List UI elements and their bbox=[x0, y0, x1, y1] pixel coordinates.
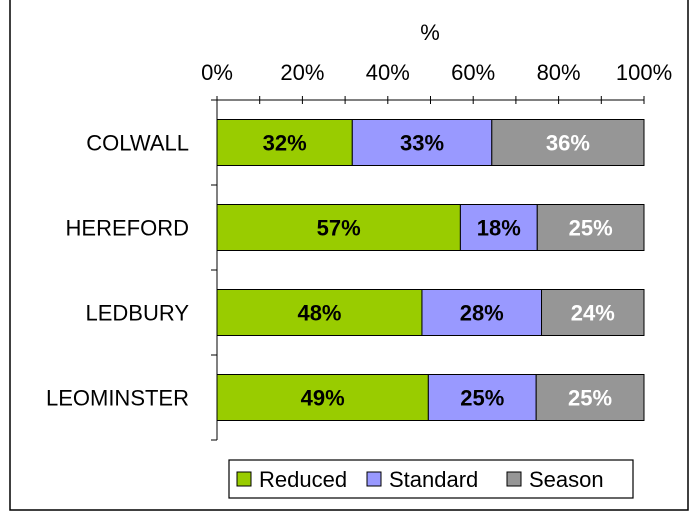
data-label: 33% bbox=[400, 131, 444, 156]
bar-segment-reduced bbox=[216, 374, 429, 421]
bar-segment-season bbox=[541, 289, 645, 336]
data-label: 28% bbox=[460, 301, 504, 326]
x-tick-label: 20% bbox=[280, 60, 324, 85]
x-tick-label: 0% bbox=[201, 60, 233, 85]
legend-label: Season bbox=[529, 467, 604, 492]
legend-box bbox=[228, 459, 634, 499]
bars: 32% 33% 36% 57% 18% 25% 48% 28% 24% 49% 25% 25% bbox=[216, 119, 645, 421]
data-label: 57% bbox=[317, 216, 361, 241]
legend-swatch-reduced bbox=[236, 471, 252, 487]
legend: Reduced Standard Season bbox=[228, 459, 634, 499]
x-axis-title: % bbox=[420, 20, 440, 45]
data-label: 48% bbox=[297, 301, 341, 326]
data-label: 36% bbox=[546, 131, 590, 156]
data-label: 25% bbox=[569, 216, 613, 241]
bar-segment-reduced bbox=[216, 289, 423, 336]
x-tick-label: 100% bbox=[616, 60, 672, 85]
x-tick-label: 80% bbox=[537, 60, 581, 85]
category-labels: COLWALL HEREFORD LEDBURY LEOMINSTER bbox=[46, 131, 189, 411]
x-tick-label: 40% bbox=[366, 60, 410, 85]
x-tick-label: 60% bbox=[451, 60, 495, 85]
data-label: 49% bbox=[301, 386, 345, 411]
data-label: 25% bbox=[460, 386, 504, 411]
bar-segment-standard bbox=[351, 119, 493, 166]
bar-segment-season bbox=[536, 204, 645, 251]
category-label: LEOMINSTER bbox=[46, 386, 189, 411]
category-label: COLWALL bbox=[86, 131, 189, 156]
bar-segment-season bbox=[535, 374, 645, 421]
legend-label: Standard bbox=[389, 467, 478, 492]
bar-segment-reduced bbox=[216, 119, 353, 166]
legend-swatch-season bbox=[506, 471, 522, 487]
legend-swatch-standard bbox=[366, 471, 382, 487]
data-label: 24% bbox=[571, 301, 615, 326]
chart-border bbox=[9, 0, 689, 511]
category-label: HEREFORD bbox=[66, 216, 189, 241]
category-label: LEDBURY bbox=[85, 301, 189, 326]
bar-segment-standard bbox=[421, 289, 543, 336]
bar-segment-reduced bbox=[216, 204, 461, 251]
bar-segment-season bbox=[491, 119, 645, 166]
data-label: 18% bbox=[477, 216, 521, 241]
data-label: 25% bbox=[568, 386, 612, 411]
data-label: 32% bbox=[263, 131, 307, 156]
x-axis-tick-labels: 0% 20% 40% 60% 80% 100% bbox=[201, 60, 672, 85]
legend-label: Reduced bbox=[259, 467, 347, 492]
